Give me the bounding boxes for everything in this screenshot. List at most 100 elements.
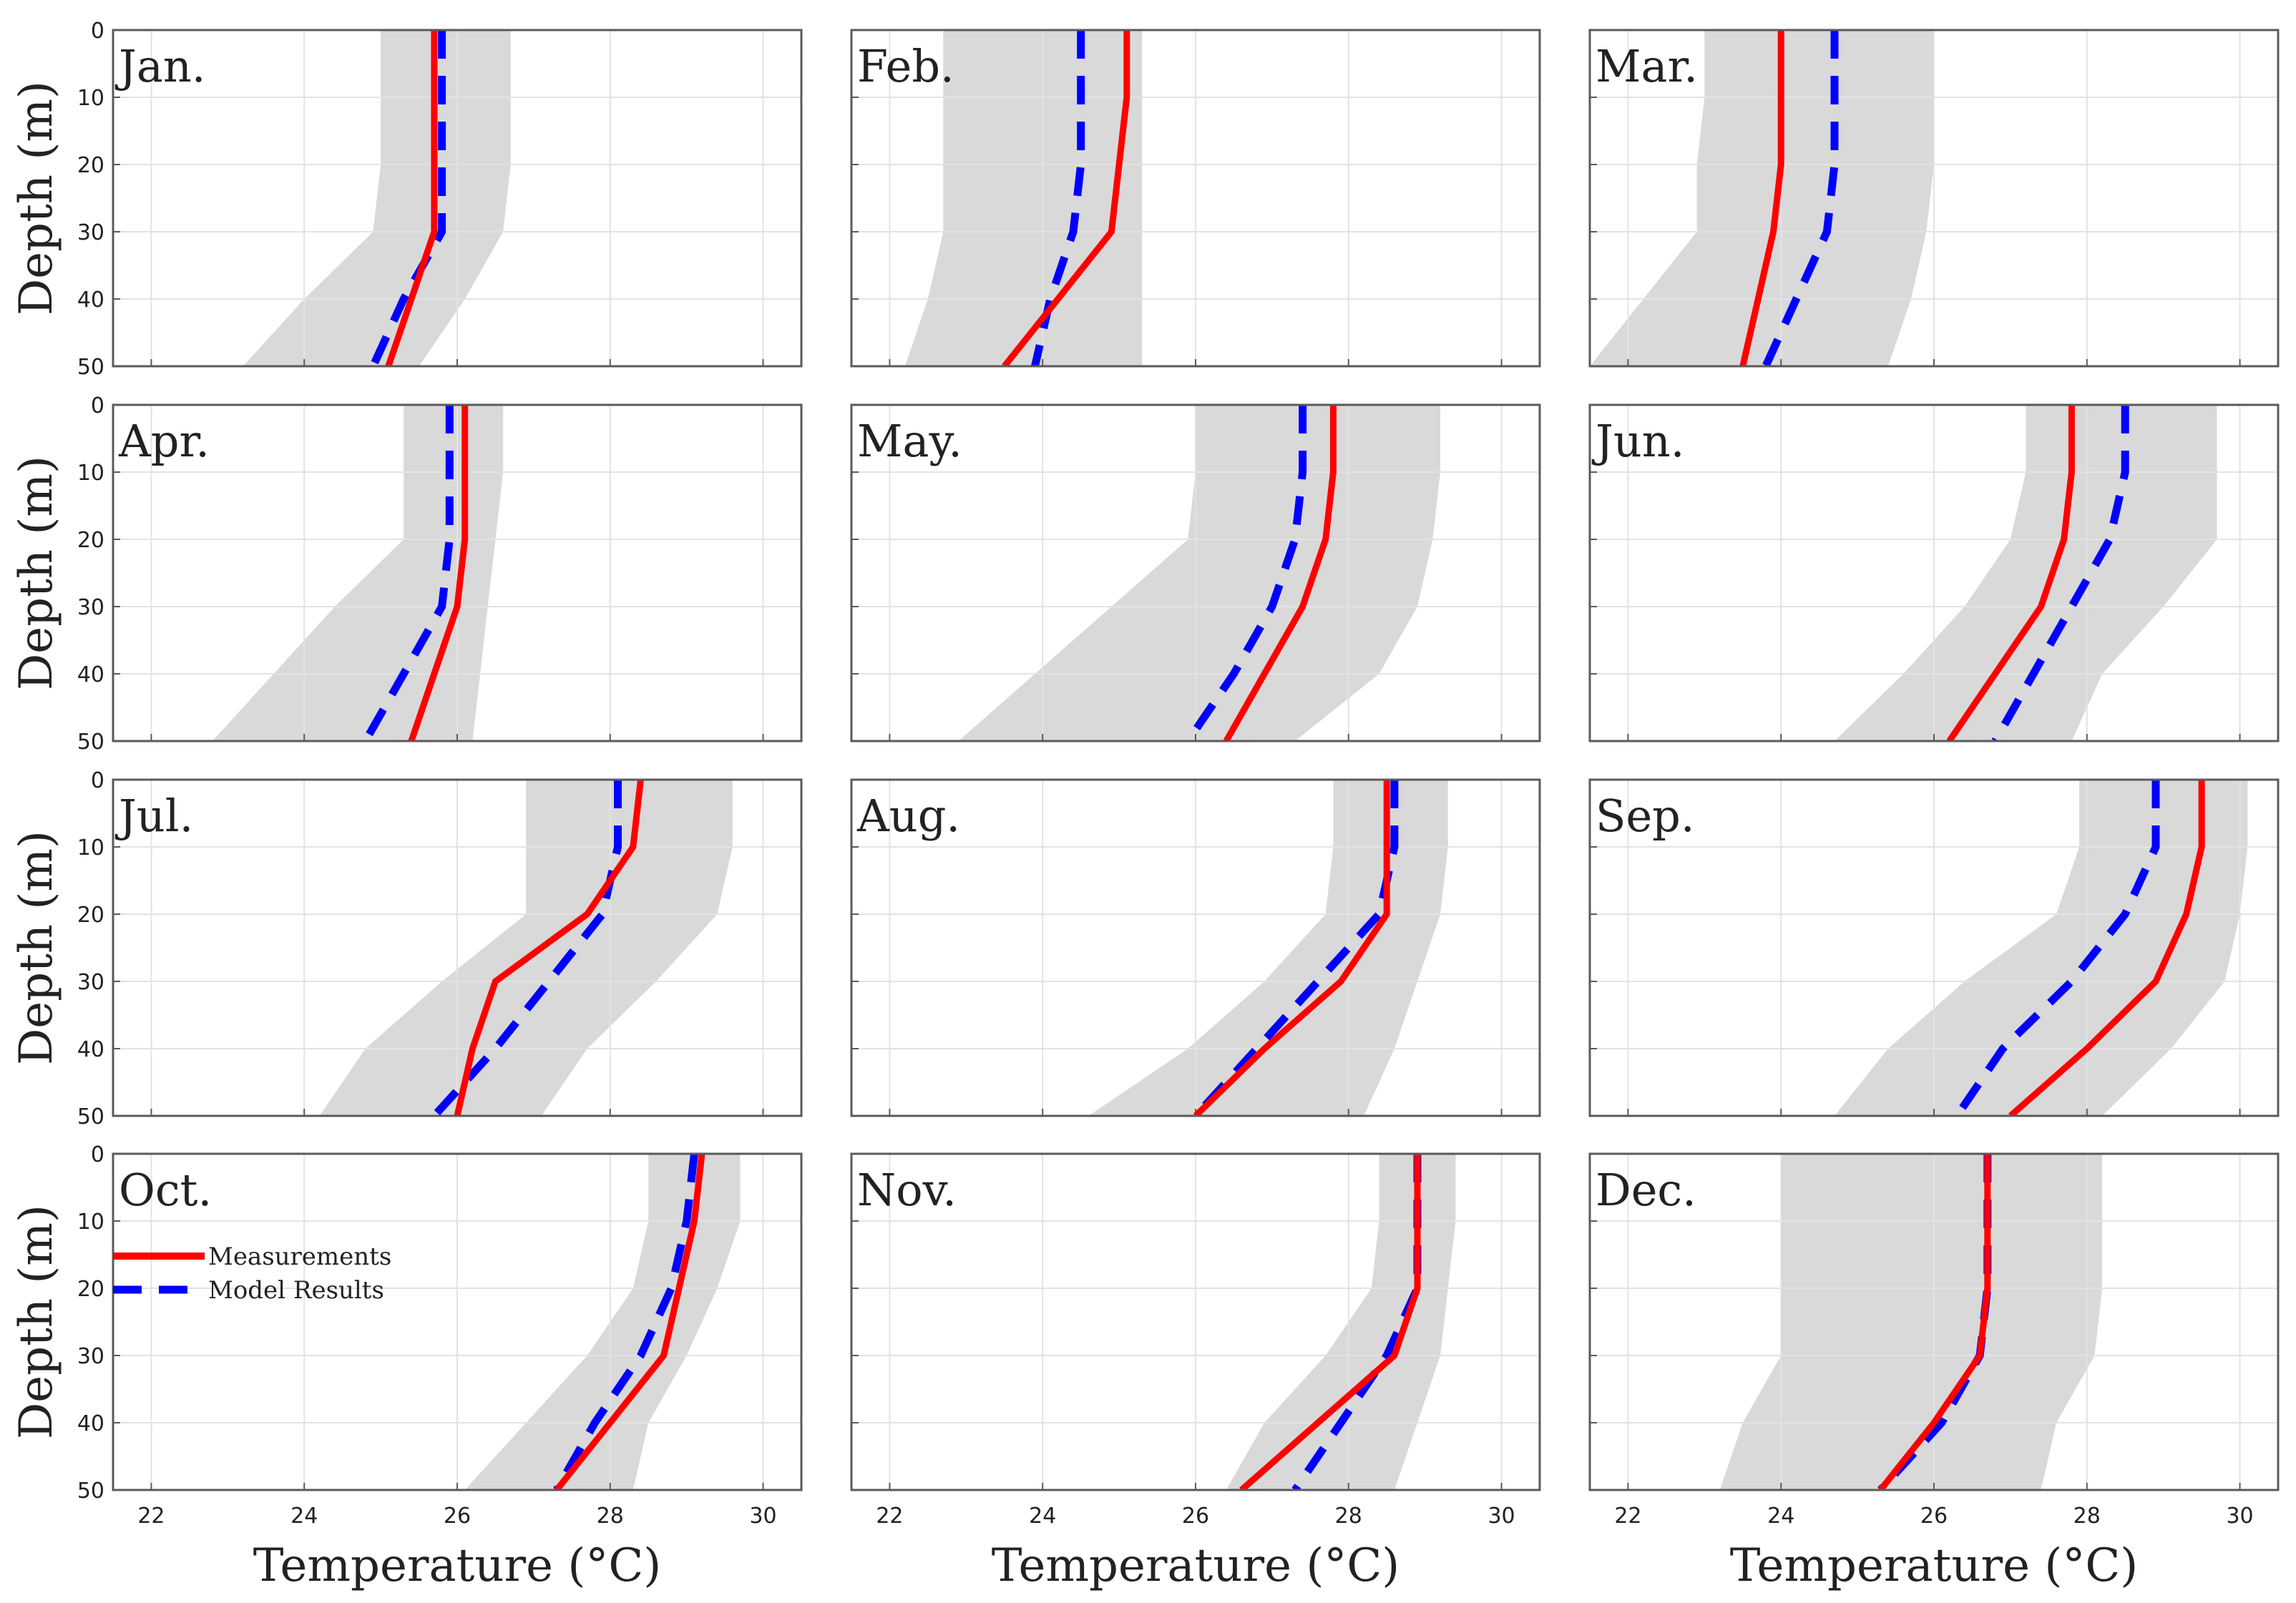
uncertainty-band [1590, 30, 1934, 366]
panel-frame [1588, 778, 2280, 1117]
y-tick-label: 40 [77, 1037, 104, 1062]
y-tick-label: 0 [91, 1142, 104, 1167]
legend: Measurements Model Results [113, 1242, 391, 1305]
y-axis-title: Depth (m) [10, 830, 63, 1065]
y-tick-label: 30 [77, 970, 104, 995]
y-tick-label: 50 [77, 1479, 104, 1504]
measurements-line [454, 780, 644, 1116]
measurements-line [1239, 1154, 1421, 1490]
panel-nov: Nov. 22 24 26 28 30 [850, 1152, 1541, 1529]
month-label: Dec. [1596, 1164, 1696, 1216]
uncertainty-band [1226, 1154, 1456, 1490]
panel-aug: Aug. [850, 778, 1541, 1117]
measurements-line [1223, 405, 1337, 741]
y-tick-label: 30 [77, 1344, 104, 1369]
measurements-line [2008, 780, 2205, 1116]
x-tick-label: 28 [2073, 1504, 2101, 1529]
measurements-line [1877, 1154, 1991, 1490]
panel-frame [112, 403, 803, 742]
measurements-line [1002, 30, 1130, 366]
panel-frame [112, 778, 803, 1117]
panel-mar: Mar. [1588, 29, 2280, 368]
model-results-line [1762, 30, 1839, 366]
panel-frame [850, 29, 1541, 368]
x-tick-label: 22 [876, 1504, 903, 1529]
month-label: Feb. [857, 40, 954, 92]
x-tick-label: 28 [1335, 1504, 1362, 1529]
y-tick-label: 10 [77, 86, 104, 111]
y-tick-label: 0 [91, 768, 104, 793]
x-tick-label: 30 [749, 1504, 776, 1529]
month-label: Jul. [114, 790, 193, 842]
uncertainty-band [1088, 780, 1448, 1116]
y-tick-label: 40 [77, 1411, 104, 1436]
x-axis-title: Temperature (°C) [992, 1539, 1400, 1592]
uncertainty-band [904, 30, 1143, 366]
x-tick-label: 22 [1614, 1504, 1641, 1529]
legend-model-label: Model Results [208, 1276, 384, 1305]
y-tick-label: 30 [77, 220, 104, 245]
model-results-line [1192, 780, 1399, 1116]
month-label: Apr. [118, 415, 210, 467]
panel-frame [112, 1152, 803, 1491]
panel-frame [850, 403, 1541, 742]
panel-apr: Apr. 0 10 20 30 40 50 [77, 393, 803, 755]
month-label: Sep. [1596, 790, 1695, 842]
month-label: Nov. [857, 1164, 957, 1216]
y-tick-label: 20 [77, 903, 104, 928]
x-axis-title: Temperature (°C) [253, 1539, 662, 1592]
month-label: Aug. [856, 790, 960, 842]
measurements-line [1193, 780, 1390, 1116]
panel-frame [850, 778, 1541, 1117]
panel-frame [850, 1152, 1541, 1491]
legend-measurements-label: Measurements [208, 1242, 391, 1271]
uncertainty-band [319, 780, 733, 1116]
x-tick-label: 26 [1920, 1504, 1948, 1529]
measurements-line [1946, 405, 2075, 741]
panel-jun: Jun. [1588, 403, 2280, 742]
y-tick-label: 50 [77, 730, 104, 755]
measurements-line [408, 405, 469, 741]
uncertainty-band [212, 405, 504, 741]
y-axis-title: Depth (m) [10, 81, 63, 315]
y-tick-label: 30 [77, 595, 104, 620]
panel-feb: Feb. [850, 29, 1541, 368]
x-tick-label: 24 [1767, 1504, 1794, 1529]
x-tick-label: 28 [597, 1504, 624, 1529]
y-tick-label: 10 [77, 835, 104, 861]
uncertainty-band [958, 405, 1441, 741]
x-tick-label: 26 [444, 1504, 471, 1529]
month-label: May. [857, 415, 962, 467]
panel-jul: Jul. 0 10 20 30 40 50 [77, 768, 803, 1129]
y-tick-label: 40 [77, 662, 104, 687]
month-label: Jan. [114, 40, 205, 92]
measurements-line [554, 1154, 705, 1490]
model-results-line [553, 1154, 698, 1490]
y-tick-label: 50 [77, 1104, 104, 1129]
y-tick-label: 50 [77, 355, 104, 380]
panel-frame [1588, 1152, 2280, 1491]
x-axis-title: Temperature (°C) [1730, 1539, 2139, 1592]
y-tick-label: 10 [77, 461, 104, 486]
model-results-line [1991, 405, 2129, 741]
model-results-line [369, 30, 446, 366]
panel-frame [112, 29, 803, 368]
measurements-line [1739, 30, 1784, 366]
x-tick-label: 24 [290, 1504, 318, 1529]
panel-frame [1588, 403, 2280, 742]
y-tick-label: 0 [91, 19, 104, 44]
y-tick-label: 20 [77, 153, 104, 178]
x-tick-label: 30 [2226, 1504, 2253, 1529]
month-label: Jun. [1591, 415, 1684, 467]
model-results-line [431, 780, 622, 1116]
x-tick-label: 22 [137, 1504, 165, 1529]
panel-sep: Sep. [1588, 778, 2280, 1117]
uncertainty-band [464, 1154, 741, 1490]
uncertainty-band [243, 30, 511, 366]
y-tick-label: 10 [77, 1210, 104, 1235]
measurements-line [385, 30, 438, 366]
y-tick-label: 20 [77, 528, 104, 553]
month-label: Oct. [119, 1164, 212, 1216]
model-results-line [1184, 405, 1307, 741]
